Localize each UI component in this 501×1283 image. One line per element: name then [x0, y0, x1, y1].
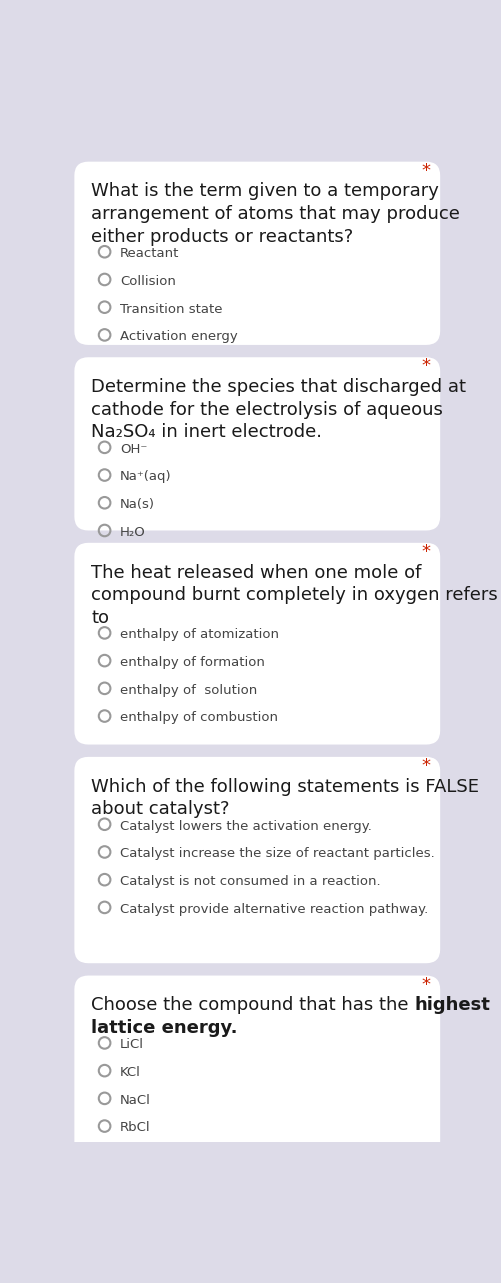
- FancyBboxPatch shape: [74, 975, 439, 1168]
- Text: enthalpy of  solution: enthalpy of solution: [120, 684, 257, 697]
- Text: The heat released when one mole of: The heat released when one mole of: [91, 563, 421, 581]
- Text: Collision: Collision: [120, 275, 176, 287]
- Text: about catalyst?: about catalyst?: [91, 801, 229, 819]
- Text: What is the term given to a temporary: What is the term given to a temporary: [91, 182, 438, 200]
- Text: Activation energy: Activation energy: [120, 330, 237, 344]
- FancyBboxPatch shape: [74, 357, 439, 530]
- Text: Choose the compound that has the: Choose the compound that has the: [91, 997, 414, 1015]
- Text: Transition state: Transition state: [120, 303, 222, 316]
- Text: *: *: [421, 162, 430, 180]
- Text: Which of the following statements is FALSE: Which of the following statements is FAL…: [91, 777, 478, 795]
- Text: Reactant: Reactant: [120, 248, 179, 260]
- Text: arrangement of atoms that may produce: arrangement of atoms that may produce: [91, 205, 459, 223]
- Text: enthalpy of formation: enthalpy of formation: [120, 656, 265, 668]
- Text: compound burnt completely in oxygen refers: compound burnt completely in oxygen refe…: [91, 586, 497, 604]
- Text: KCl: KCl: [120, 1066, 141, 1079]
- Text: Na(s): Na(s): [120, 498, 155, 511]
- Text: enthalpy of atomization: enthalpy of atomization: [120, 629, 279, 642]
- Text: RbCl: RbCl: [120, 1121, 150, 1134]
- FancyBboxPatch shape: [74, 757, 439, 964]
- Text: Determine the species that discharged at: Determine the species that discharged at: [91, 378, 465, 396]
- FancyBboxPatch shape: [74, 543, 439, 744]
- Text: lattice energy.: lattice energy.: [91, 1019, 237, 1037]
- FancyBboxPatch shape: [74, 162, 439, 345]
- Text: *: *: [421, 975, 430, 993]
- Text: to: to: [91, 609, 109, 627]
- Text: either products or reactants?: either products or reactants?: [91, 228, 353, 246]
- Text: NaCl: NaCl: [120, 1093, 151, 1107]
- Text: Na₂SO₄ in inert electrode.: Na₂SO₄ in inert electrode.: [91, 423, 322, 441]
- Text: *: *: [421, 357, 430, 375]
- Text: OH⁻: OH⁻: [120, 443, 147, 455]
- Text: Catalyst increase the size of reactant particles.: Catalyst increase the size of reactant p…: [120, 847, 434, 861]
- Text: Catalyst provide alternative reaction pathway.: Catalyst provide alternative reaction pa…: [120, 903, 427, 916]
- Text: highest: highest: [414, 997, 489, 1015]
- Text: Na⁺(aq): Na⁺(aq): [120, 471, 171, 484]
- Text: enthalpy of combustion: enthalpy of combustion: [120, 712, 278, 725]
- Text: *: *: [421, 757, 430, 775]
- Text: Catalyst is not consumed in a reaction.: Catalyst is not consumed in a reaction.: [120, 875, 380, 888]
- Text: cathode for the electrolysis of aqueous: cathode for the electrolysis of aqueous: [91, 400, 442, 418]
- Text: LiCl: LiCl: [120, 1038, 144, 1051]
- Text: H₂O: H₂O: [120, 526, 146, 539]
- Text: *: *: [421, 543, 430, 561]
- Text: Catalyst lowers the activation energy.: Catalyst lowers the activation energy.: [120, 820, 371, 833]
